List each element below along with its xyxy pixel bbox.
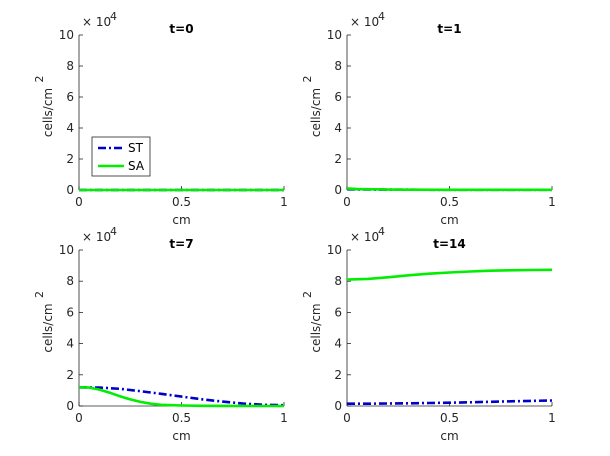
panel-title: t=7	[169, 237, 193, 251]
x-tick-label: 0.5	[440, 411, 459, 425]
x-tick-label: 0.5	[172, 411, 191, 425]
y-axis-label: cells/cm	[41, 88, 55, 137]
x-axis-label: cm	[440, 213, 458, 227]
y-multiplier-exponent: 4	[110, 225, 117, 238]
y-axis-label-exponent: 2	[33, 76, 46, 83]
y-multiplier: × 10	[82, 230, 111, 244]
x-tick-label: 1	[548, 411, 556, 425]
y-multiplier-exponent: 4	[378, 10, 385, 23]
legend-label-sa: SA	[128, 159, 145, 173]
x-tick-label: 0.5	[440, 195, 459, 209]
x-axis-label: cm	[172, 213, 190, 227]
y-tick-label: 8	[66, 59, 74, 73]
y-tick-label: 0	[66, 399, 74, 413]
series-line-sa	[346, 268, 553, 281]
x-tick-label: 1	[280, 411, 288, 425]
legend-label-st: ST	[128, 141, 144, 155]
y-multiplier-exponent: 4	[378, 225, 385, 238]
panel-title: t=1	[437, 22, 461, 36]
y-tick-label: 2	[334, 368, 342, 382]
y-tick-label: 8	[334, 59, 342, 73]
y-tick-label: 4	[334, 337, 342, 351]
y-tick-label: 0	[334, 183, 342, 197]
legend-box	[91, 136, 151, 177]
y-tick-label: 2	[66, 152, 74, 166]
x-axis-label: cm	[440, 429, 458, 443]
y-axis-label: cells/cm	[41, 303, 55, 352]
x-tick-label: 1	[280, 195, 288, 209]
y-multiplier: × 10	[350, 15, 379, 29]
legend: ST SA	[91, 136, 151, 177]
y-axis-label: cells/cm	[309, 88, 323, 137]
series-line-st	[347, 399, 553, 406]
y-axis-label: cells/cm	[309, 303, 323, 352]
y-multiplier: × 10	[350, 230, 379, 244]
x-tick-label: 0	[343, 411, 351, 425]
y-tick-label: 2	[66, 368, 74, 382]
y-axis-label-exponent: 2	[301, 291, 314, 298]
y-tick-label: 10	[327, 243, 342, 257]
panel-title: t=0	[169, 22, 193, 36]
y-tick-label: 6	[66, 305, 74, 319]
y-axis-label-exponent: 2	[33, 291, 46, 298]
x-tick-label: 0	[343, 195, 351, 209]
x-tick-label: 0.5	[172, 195, 191, 209]
y-tick-label: 6	[66, 90, 74, 104]
x-axis-label: cm	[172, 429, 190, 443]
y-tick-label: 4	[66, 337, 74, 351]
y-tick-label: 8	[334, 274, 342, 288]
y-tick-label: 0	[66, 183, 74, 197]
x-tick-label: 1	[548, 195, 556, 209]
x-tick-label: 0	[75, 411, 83, 425]
y-tick-label: 2	[334, 152, 342, 166]
y-tick-label: 8	[66, 274, 74, 288]
y-tick-label: 4	[66, 121, 74, 135]
y-tick-label: 4	[334, 121, 342, 135]
y-tick-label: 10	[59, 243, 74, 257]
series-line-sa	[346, 187, 552, 192]
y-multiplier: × 10	[82, 15, 111, 29]
y-tick-label: 10	[327, 28, 342, 42]
y-tick-label: 6	[334, 90, 342, 104]
y-tick-label: 6	[334, 305, 342, 319]
y-axis-label-exponent: 2	[301, 76, 314, 83]
y-tick-label: 0	[334, 399, 342, 413]
series-line-sa	[78, 386, 284, 408]
series-line-st	[78, 386, 285, 407]
y-tick-label: 10	[59, 28, 74, 42]
x-tick-label: 0	[75, 195, 83, 209]
y-multiplier-exponent: 4	[110, 10, 117, 23]
panel-title: t=14	[433, 237, 466, 251]
